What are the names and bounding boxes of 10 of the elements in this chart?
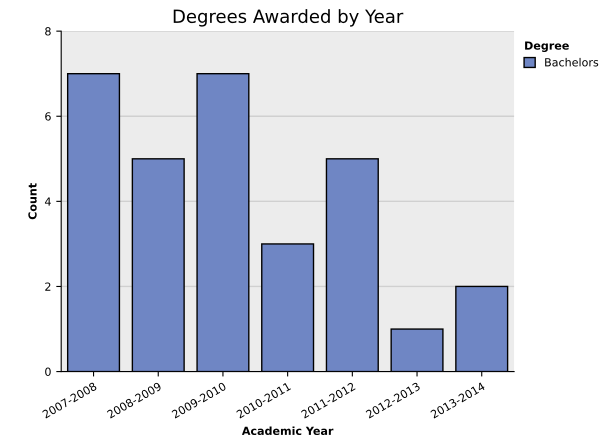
- y-axis-title: Count: [28, 183, 37, 220]
- y-tick-label: 8: [45, 27, 51, 36]
- chart-title: Degrees Awarded by Year: [174, 9, 404, 27]
- y-tick-label: 4: [44, 197, 51, 206]
- y-tick-label: 0: [45, 368, 51, 376]
- legend-label: Bachelors: [545, 58, 598, 66]
- y-tick-label: 2: [45, 282, 50, 291]
- legend-title: Degree: [525, 41, 569, 52]
- x-axis-title: Academic Year: [242, 426, 334, 436]
- y-tick-label: 6: [45, 112, 51, 121]
